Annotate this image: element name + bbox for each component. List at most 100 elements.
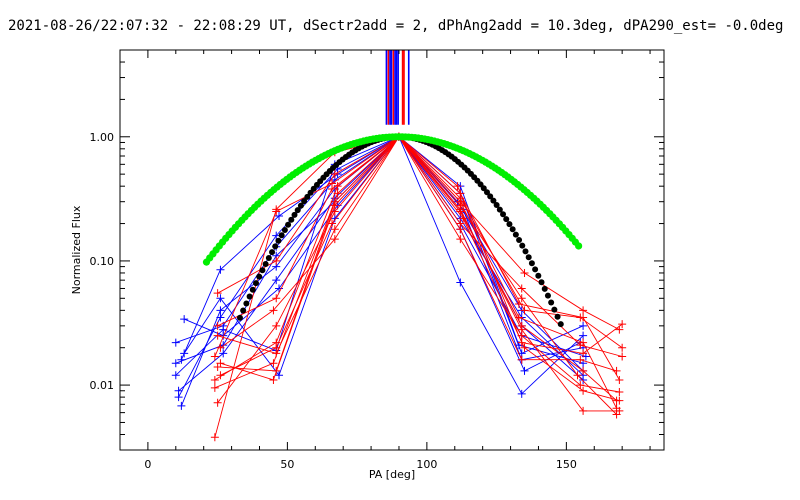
black-fit-point-8 — [262, 261, 269, 268]
black-fit-point-2 — [243, 300, 250, 307]
black-fit-point-6 — [256, 273, 263, 280]
series-13-point-1 — [269, 359, 278, 368]
series-13-point-4 — [456, 235, 465, 244]
black-fit-point-87 — [516, 237, 523, 244]
series-13-point-0 — [210, 383, 219, 392]
black-fit-point-88 — [519, 242, 526, 249]
series-11-point-7 — [615, 375, 624, 384]
black-fit-point-78 — [487, 193, 494, 200]
series-12-point-6 — [579, 366, 588, 375]
series-14-point-6 — [579, 349, 588, 358]
black-fit-point-95 — [541, 285, 548, 292]
black-fit-point-7 — [259, 267, 266, 274]
black-fit-point-21 — [304, 193, 311, 200]
series-7-point-0 — [180, 349, 189, 358]
series-2-point-5 — [456, 278, 465, 287]
plot-frame — [119, 49, 665, 451]
series-13-point-7 — [615, 387, 624, 396]
black-fit-point-84 — [506, 221, 513, 228]
black-fit-point-91 — [528, 260, 535, 267]
series-6-point-6 — [520, 366, 529, 375]
black-fit-point-94 — [538, 279, 545, 286]
black-fit-point-79 — [490, 197, 497, 204]
series-7-point-3 — [330, 214, 339, 223]
series-19-point-6 — [579, 406, 588, 415]
black-fit-point-12 — [275, 237, 282, 244]
series-10-point-7 — [618, 352, 627, 361]
series-11-point-1 — [272, 207, 281, 216]
series-line-15 — [217, 136, 618, 409]
series-11-point-0 — [210, 352, 219, 361]
series-2-point-7 — [579, 331, 588, 340]
series-7-point-2 — [275, 371, 284, 380]
black-fit-point-22 — [307, 189, 314, 196]
series-line-20 — [217, 136, 623, 349]
x-tick-label-2: 100 — [416, 458, 437, 471]
series-0-point-0 — [171, 338, 180, 347]
series-7-point-1 — [216, 294, 225, 303]
axes-ticks: 0 50 100 150 0.01 0.10 1.00 — [90, 49, 664, 471]
black-fit-point-81 — [496, 206, 503, 213]
series-10-point-0 — [213, 289, 222, 298]
series-10-point-5 — [517, 284, 526, 293]
series-19-point-0 — [216, 359, 225, 368]
series-line-14 — [220, 136, 623, 376]
series-2-point-2 — [275, 212, 284, 221]
series-6-point-2 — [272, 276, 281, 285]
green-fit-point-116 — [575, 242, 583, 250]
series-9-point-0 — [210, 433, 219, 442]
series-17-point-2 — [330, 225, 339, 234]
series-16-point-6 — [573, 371, 582, 380]
black-fit-point-9 — [265, 254, 272, 261]
series-14-point-7 — [618, 320, 627, 329]
series-line-6 — [178, 136, 581, 392]
series-19-point-7 — [615, 406, 624, 415]
series-line-11 — [214, 136, 620, 381]
black-fit-point-86 — [512, 231, 519, 238]
x-axis-label: PA [deg] — [369, 468, 415, 481]
black-fit-point-0 — [236, 314, 243, 321]
series-20-point-1 — [272, 294, 281, 303]
series-17-point-7 — [615, 396, 624, 405]
x-tick-label-3: 150 — [556, 458, 577, 471]
series-2-point-1 — [216, 265, 225, 274]
series-1-point-7 — [579, 321, 588, 330]
series-6-point-0 — [174, 386, 183, 395]
x-tick-label-0: 0 — [144, 458, 151, 471]
series-line-7 — [183, 136, 584, 377]
series-6-point-1 — [219, 349, 228, 358]
series-8-point-0 — [171, 371, 180, 380]
black-fit-point-85 — [509, 226, 516, 233]
series-4-point-1 — [216, 306, 225, 315]
series-20-point-5 — [520, 306, 529, 315]
series-19-point-5 — [517, 325, 526, 334]
y-tick-label-0: 0.01 — [90, 379, 115, 392]
series-line-19 — [220, 136, 620, 412]
series-line-2 — [180, 136, 584, 395]
y-tick-label-1: 0.10 — [90, 255, 115, 268]
black-fit-point-20 — [301, 198, 308, 205]
series-18-point-5 — [517, 355, 526, 364]
series-line-1 — [178, 136, 584, 398]
series-18-point-4 — [456, 225, 465, 234]
black-fit-point-3 — [246, 293, 253, 300]
black-fit-point-17 — [291, 211, 298, 218]
black-fit-point-92 — [532, 266, 539, 273]
y-axis-label: Normalized Flux — [70, 205, 83, 294]
black-fit-point-18 — [294, 207, 301, 214]
series-line-17 — [217, 136, 620, 402]
black-fit-point-99 — [554, 313, 561, 320]
x-tick-label-1: 50 — [280, 458, 294, 471]
series-16-point-1 — [269, 306, 278, 315]
series-19-point-1 — [269, 375, 278, 384]
series-19-point-4 — [456, 205, 465, 214]
series-9-point-7 — [615, 325, 624, 334]
series-line-13 — [214, 136, 620, 393]
series-14-point-4 — [453, 182, 462, 191]
series-17-point-6 — [579, 386, 588, 395]
series-15-point-1 — [272, 321, 281, 330]
series-17-point-1 — [272, 349, 281, 358]
black-fit-point-76 — [480, 185, 487, 192]
series-17-point-0 — [213, 331, 222, 340]
